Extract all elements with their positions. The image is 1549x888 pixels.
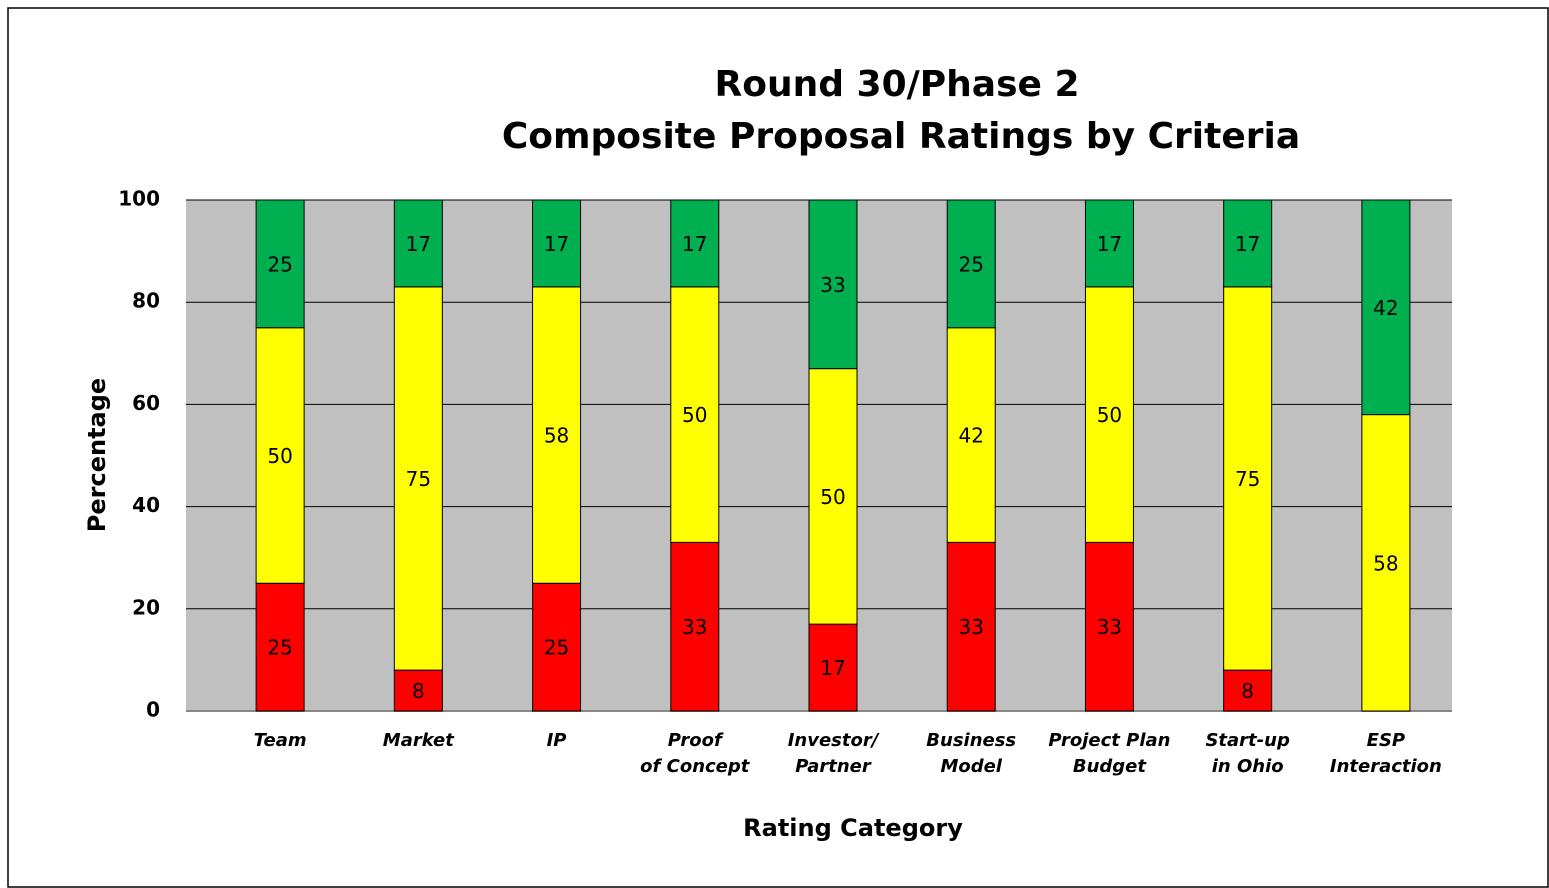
bar-segment <box>946 199 996 329</box>
bar-segment <box>393 286 443 671</box>
x-tick-label: Market <box>383 730 455 751</box>
bar-segment <box>1361 199 1411 416</box>
data-label: 25 <box>267 636 292 660</box>
x-tick-label: Start-up in Ohio <box>1205 730 1289 777</box>
data-label: 50 <box>820 485 845 509</box>
bar-segment <box>532 199 582 288</box>
y-tick-label: 80 <box>132 289 160 313</box>
bar-segment <box>946 541 996 712</box>
data-label: 17 <box>1097 232 1122 256</box>
y-tick-label: 0 <box>146 698 160 722</box>
data-label: 25 <box>544 636 569 660</box>
x-tick-label: IP <box>547 730 567 751</box>
y-tick-label: 20 <box>132 595 160 619</box>
data-label: 75 <box>1235 467 1260 491</box>
data-label: 33 <box>1097 615 1122 639</box>
bar-segment <box>670 199 720 288</box>
bar-segment <box>393 669 443 712</box>
data-label: 17 <box>1235 232 1260 256</box>
bar-segment <box>532 286 582 584</box>
data-label: 33 <box>958 615 983 639</box>
data-label: 42 <box>1373 296 1398 320</box>
data-label: 25 <box>958 252 983 276</box>
bar-segment <box>393 199 443 288</box>
bar-segment <box>1223 669 1273 712</box>
data-label: 17 <box>682 232 707 256</box>
bar-segment <box>1084 199 1134 288</box>
bar-segment <box>1223 199 1273 288</box>
bar-segment <box>1084 286 1134 543</box>
x-tick-label: Project Plan Budget <box>1048 730 1170 777</box>
bar-segment <box>946 327 996 543</box>
y-tick-label: 100 <box>118 187 160 211</box>
data-label: 58 <box>544 424 569 448</box>
bar-segment <box>255 199 305 329</box>
data-label: 17 <box>820 656 845 680</box>
data-label: 58 <box>1373 551 1398 575</box>
bar-segment <box>670 541 720 712</box>
x-tick-label: ESP Interaction <box>1330 730 1442 777</box>
y-axis-title: Percentage <box>83 378 111 532</box>
bar-segment <box>255 582 305 712</box>
bar-segment <box>808 199 858 370</box>
data-label: 50 <box>682 403 707 427</box>
chart-title: Composite Proposal Ratings by Criteria <box>502 116 1300 157</box>
y-tick-label: 60 <box>132 391 160 415</box>
data-label: 50 <box>1097 403 1122 427</box>
bar-segment <box>255 327 305 584</box>
bar-segment <box>532 582 582 712</box>
x-tick-label: Team <box>254 730 307 751</box>
x-tick-label: Business Model <box>926 730 1016 777</box>
bar-segment <box>670 286 720 543</box>
y-tick-label: 40 <box>132 493 160 517</box>
data-label: 25 <box>267 252 292 276</box>
data-label: 42 <box>958 424 983 448</box>
data-label: 75 <box>406 467 431 491</box>
data-label: 33 <box>682 615 707 639</box>
bar-segment <box>808 368 858 625</box>
x-axis-title: Rating Category <box>743 814 963 842</box>
data-label: 17 <box>406 232 431 256</box>
chart-title: Round 30/Phase 2 <box>715 64 1080 105</box>
data-label: 50 <box>267 444 292 468</box>
x-tick-label: Investor/Partner <box>788 730 880 777</box>
data-label: 8 <box>412 679 425 703</box>
data-label: 8 <box>1241 679 1254 703</box>
data-label: 17 <box>544 232 569 256</box>
x-tick-label: Proof of Concept <box>640 730 751 777</box>
data-label: 33 <box>820 273 845 297</box>
bar-segment <box>1223 286 1273 671</box>
